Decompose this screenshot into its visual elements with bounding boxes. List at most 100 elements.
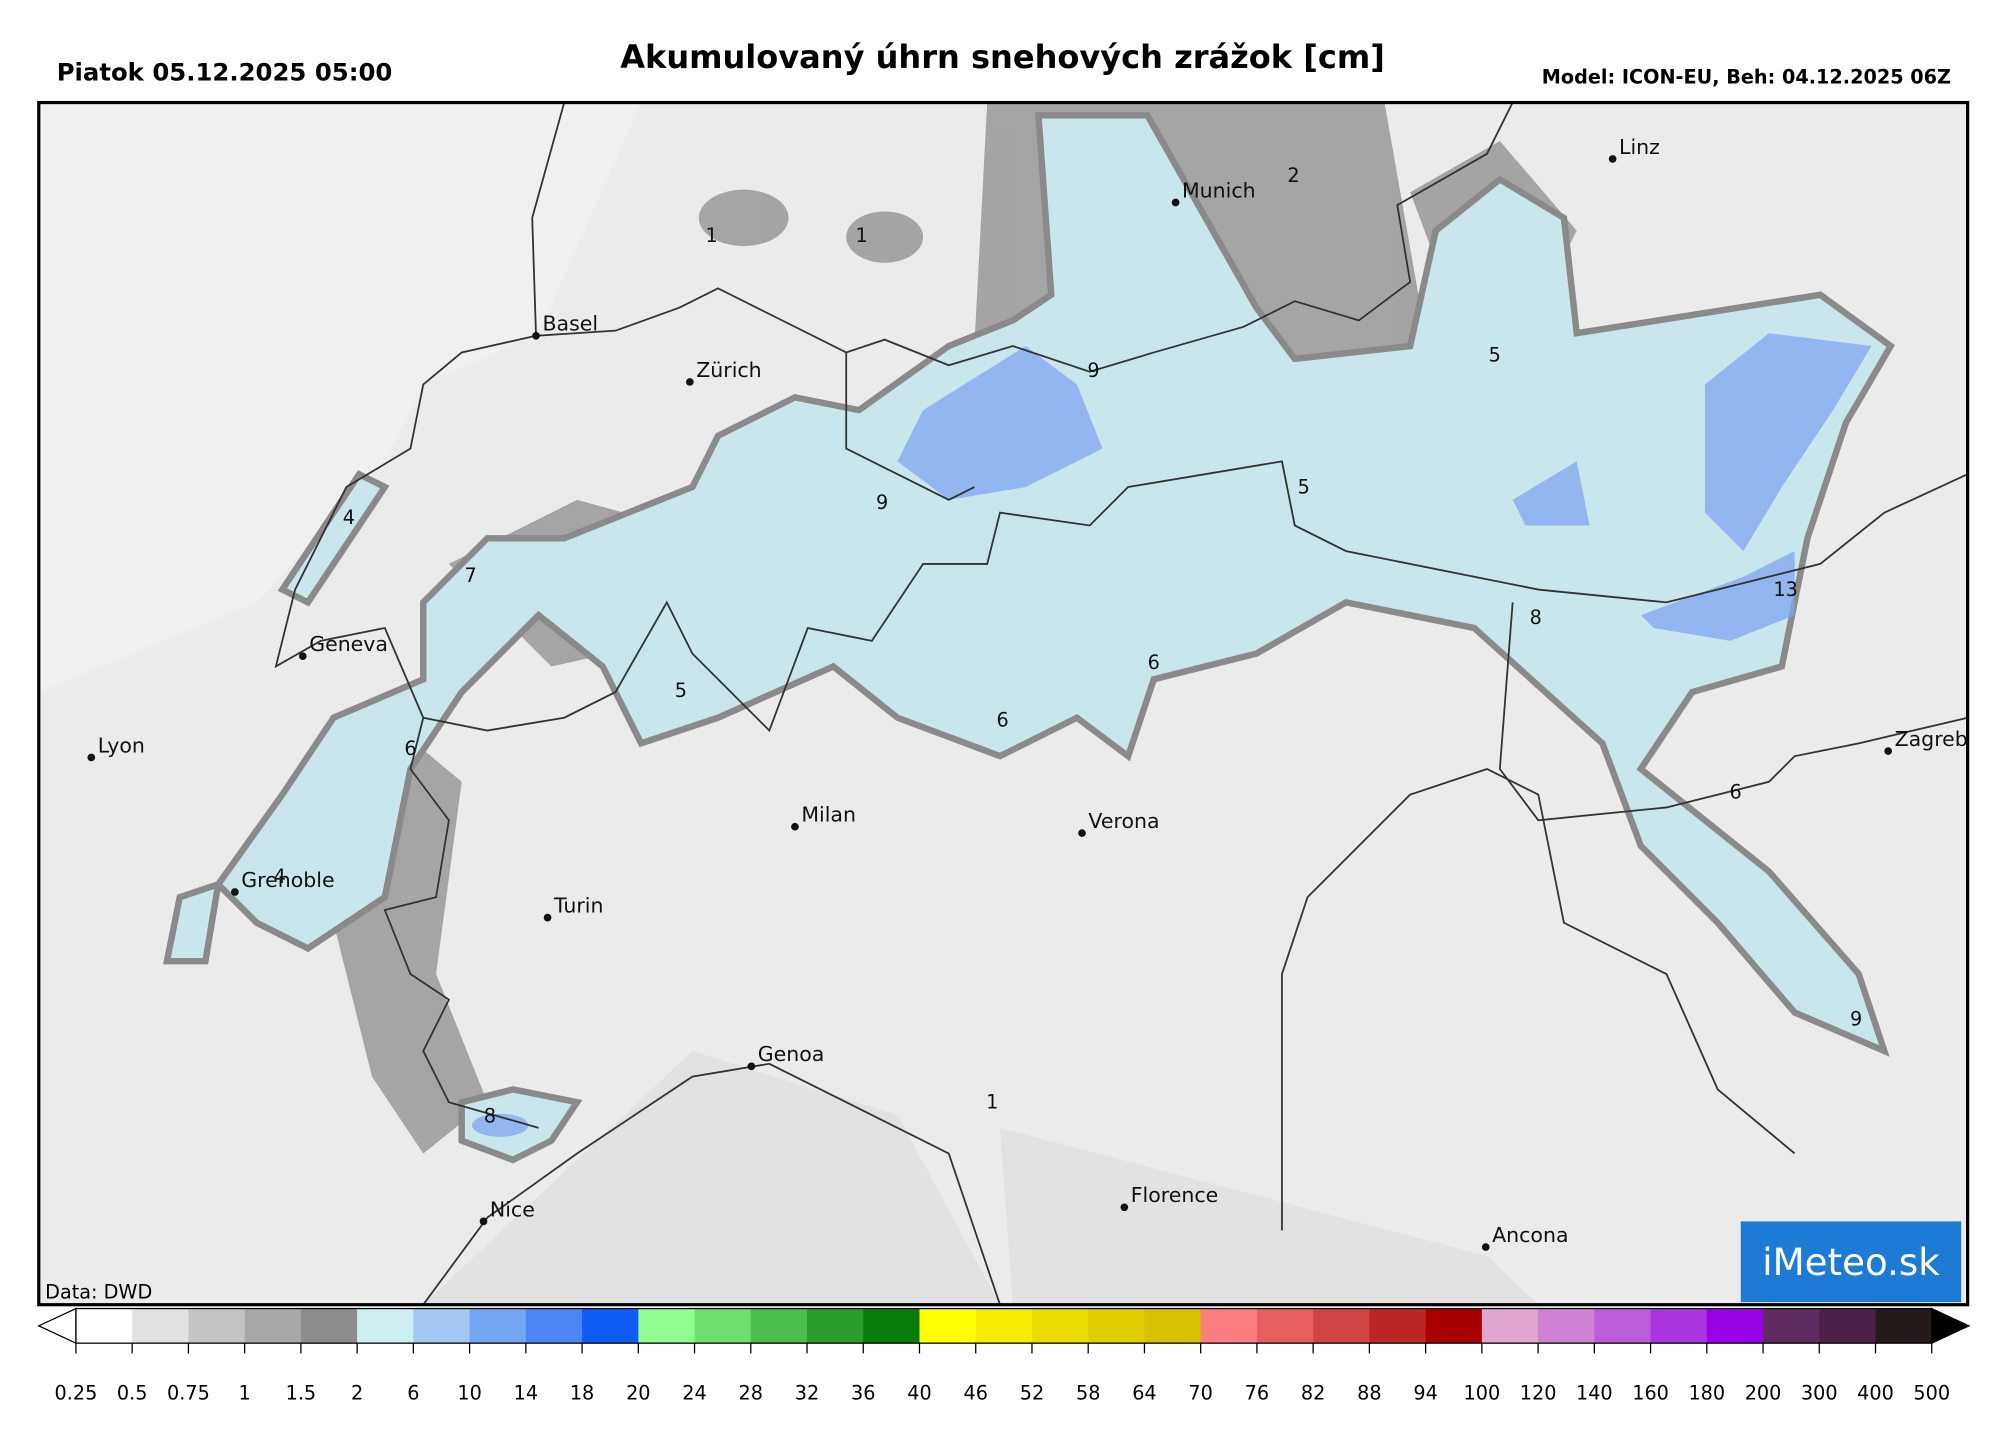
colorbar-swatch (1706, 1308, 1764, 1344)
city-label: Geneva (309, 632, 388, 656)
colorbar-tick-label: 52 (1020, 1382, 1044, 1405)
colorbar-tick-label: 0.25 (55, 1382, 98, 1405)
map-frame (37, 100, 1970, 1307)
colorbar-tick-label: 46 (963, 1382, 987, 1405)
colorbar-tick-label: 88 (1357, 1382, 1381, 1405)
map (38, 102, 1968, 1305)
colorbar-tick-label: 160 (1632, 1382, 1669, 1405)
colorbar-arrow-left (37, 1307, 77, 1345)
logo: iMeteo.sk (1762, 1241, 1940, 1284)
colorbar-tick-label: 36 (851, 1382, 875, 1405)
contour-label: 5 (1489, 343, 1501, 366)
colorbar-tick-label: 0.75 (167, 1382, 210, 1405)
colorbar-swatch (300, 1308, 358, 1344)
city-dot (1120, 1203, 1129, 1212)
colorbar-tick-label: 10 (457, 1382, 481, 1405)
colorbar-tick-label: 2 (351, 1382, 363, 1405)
title: Akumulovaný úhrn snehových zrážok [cm] (620, 38, 1385, 76)
city-dot (532, 331, 540, 340)
contour-label: 8 (484, 1105, 496, 1128)
colorbar-swatch (188, 1308, 246, 1344)
contour-label: 2 (1287, 164, 1299, 187)
colorbar-swatch (357, 1308, 414, 1344)
colorbar-swatch (1875, 1308, 1933, 1344)
contour-label: 6 (996, 709, 1008, 732)
colorbar-swatch (1481, 1308, 1539, 1344)
logo-box (1740, 1221, 1962, 1303)
contour-label: 5 (1298, 475, 1310, 498)
colorbar-swatch (975, 1308, 1033, 1344)
colorbar-swatch (1650, 1308, 1708, 1344)
colorbar-tick-label: 180 (1688, 1382, 1725, 1405)
colorbar-tick-label: 58 (1076, 1382, 1100, 1405)
contour-label: 5 (675, 679, 687, 702)
colorbar-tick-label: 6 (407, 1382, 419, 1405)
contour-label: 7 (465, 564, 477, 587)
date: Piatok 05.12.2025 05:00 (57, 58, 393, 87)
colorbar-swatch (525, 1308, 583, 1344)
contour-label: 8 (1530, 606, 1542, 629)
colorbar-swatch (582, 1308, 639, 1344)
colorbar-swatch (75, 1308, 133, 1344)
city-label: Verona (1088, 809, 1159, 833)
colorbar-swatch (1313, 1308, 1371, 1344)
model-run: Model: ICON-EU, Beh: 04.12.2025 06Z (1542, 65, 1951, 88)
colorbar-tick-label: 24 (682, 1382, 706, 1405)
colorbar-tick-label: 1.5 (286, 1382, 317, 1405)
city-dot (479, 1217, 488, 1226)
colorbar-tick-label: 76 (1245, 1382, 1269, 1405)
city-label: Milan (801, 803, 856, 827)
colorbar-tick-label: 20 (626, 1382, 650, 1405)
city-dot (791, 822, 799, 831)
colorbar-swatch (413, 1308, 471, 1344)
city-label: Ancona (1492, 1223, 1568, 1247)
city-dot (1481, 1243, 1490, 1251)
city-label: Turin (553, 894, 604, 918)
city-label: Nice (490, 1197, 535, 1221)
contour-label: 4 (343, 506, 355, 529)
city-label: Zürich (696, 358, 761, 382)
colorbar-swatch (469, 1308, 527, 1344)
colorbar-swatch (1819, 1308, 1877, 1344)
contour-label: 6 (1148, 651, 1160, 674)
colorbar-tick-label: 70 (1188, 1382, 1212, 1405)
colorbar-swatch (244, 1308, 302, 1344)
data-source: Data: DWD (45, 1280, 152, 1303)
city-label: Zagreb (1895, 727, 1968, 751)
colorbar-tick-label: 28 (739, 1382, 763, 1405)
contour-label: 6 (404, 737, 416, 760)
colorbar-tick-label: 300 (1801, 1382, 1838, 1405)
city-dot (1078, 829, 1086, 837)
city-dot (1608, 155, 1617, 163)
colorbar-swatch (1256, 1308, 1314, 1344)
city-label: Lyon (98, 733, 145, 757)
contour-label: 9 (876, 491, 888, 514)
city-dot (231, 888, 239, 896)
colorbar-tick-label: 1 (239, 1382, 251, 1405)
colorbar-tick-label: 18 (570, 1382, 594, 1405)
colorbar-tick-label: 200 (1745, 1382, 1782, 1405)
contour-label: 1 (855, 224, 867, 247)
colorbar-tick-label: 32 (795, 1382, 819, 1405)
colorbar-swatch (1594, 1308, 1652, 1344)
city-dot (1171, 198, 1180, 207)
city-label: Munich (1182, 178, 1256, 202)
contour-label: 13 (1773, 578, 1797, 601)
colorbar-swatch (1763, 1308, 1820, 1344)
contour-label: 9 (1087, 359, 1099, 382)
colorbar-swatch (1538, 1308, 1595, 1344)
colorbar-swatch (1369, 1308, 1427, 1344)
colorbar-tick-label: 400 (1857, 1382, 1894, 1405)
city-dot (747, 1062, 756, 1071)
colorbar-swatch (919, 1308, 977, 1344)
city-label: Linz (1619, 135, 1660, 159)
contour-label: 1 (986, 1091, 998, 1114)
colorbar-swatch (750, 1308, 808, 1344)
colorbar-tick-label: 64 (1132, 1382, 1156, 1405)
colorbar-swatch (132, 1308, 190, 1344)
colorbar-tick-label: 40 (907, 1382, 931, 1405)
contour-label: 9 (1850, 1007, 1862, 1030)
labels: Linz Munich Basel Zürich Geneva Lyon Grenoble T… (87, 135, 1968, 1251)
city-dot (1884, 747, 1893, 755)
